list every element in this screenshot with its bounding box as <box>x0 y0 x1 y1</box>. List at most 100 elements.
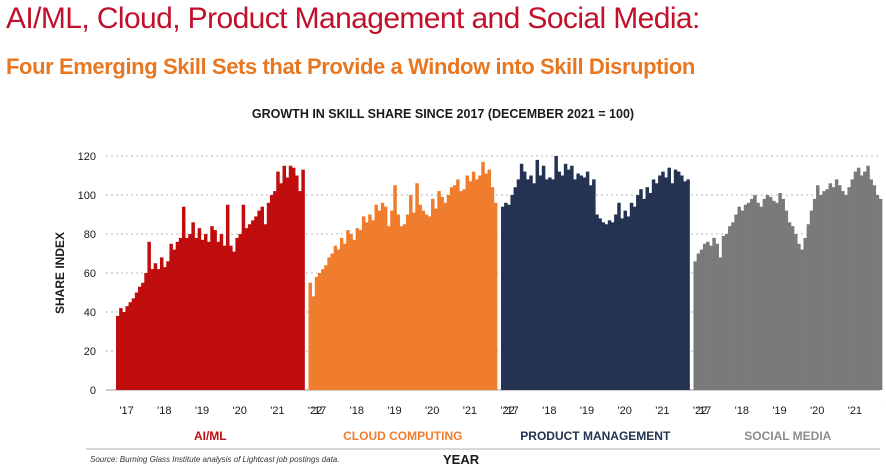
bar <box>551 179 555 390</box>
bar <box>156 269 161 390</box>
bar <box>737 206 741 390</box>
y-tick-label: 120 <box>78 151 96 163</box>
bar <box>427 216 432 390</box>
bar <box>222 245 227 390</box>
bar <box>225 204 230 390</box>
bar <box>399 226 404 390</box>
bar <box>728 226 732 390</box>
bar <box>806 224 811 390</box>
bar <box>787 222 792 390</box>
bar <box>718 257 723 390</box>
x-tick-label: '19 <box>580 405 594 417</box>
bar <box>412 212 416 390</box>
bar <box>153 263 158 390</box>
bar <box>721 235 726 390</box>
bar <box>579 175 584 390</box>
bar <box>617 202 621 390</box>
x-tick-label: '20 <box>810 405 824 417</box>
bar <box>273 191 277 390</box>
bar <box>346 230 350 390</box>
page-title: AI/ML, Cloud, Product Management and Soc… <box>6 2 700 35</box>
bar <box>548 177 552 390</box>
bar <box>825 189 829 390</box>
bar <box>592 179 596 390</box>
y-tick-label: 80 <box>84 229 96 241</box>
bar <box>207 241 211 390</box>
bar <box>648 193 653 390</box>
bar <box>465 175 470 390</box>
bar <box>620 218 624 390</box>
bar <box>541 165 546 390</box>
bar <box>532 183 536 390</box>
bar <box>279 183 283 390</box>
bar <box>380 202 385 390</box>
bar <box>743 204 748 390</box>
x-tick-label: '18 <box>350 405 364 417</box>
page-subtitle: Four Emerging Skill Sets that Provide a … <box>6 54 695 79</box>
bar <box>529 175 533 390</box>
x-tick-label: '17 <box>504 405 518 417</box>
bar <box>844 195 848 390</box>
bar <box>544 179 549 390</box>
bar <box>343 243 347 390</box>
bar <box>308 282 312 390</box>
y-tick-label: 20 <box>84 346 96 358</box>
bar <box>765 195 770 390</box>
y-tick-label: 0 <box>90 385 96 397</box>
x-tick-label: '22 <box>308 405 322 417</box>
bar <box>166 261 170 390</box>
bar <box>324 265 328 390</box>
bar <box>475 179 479 390</box>
bar <box>453 185 457 390</box>
bar <box>673 169 678 390</box>
bar <box>850 179 855 390</box>
bar <box>746 202 751 390</box>
bar <box>175 241 180 390</box>
bar <box>570 165 574 390</box>
bar <box>203 234 208 390</box>
bar <box>188 234 192 390</box>
bar <box>731 222 735 390</box>
bar <box>670 183 675 390</box>
bar <box>501 206 505 390</box>
bar <box>645 187 650 390</box>
x-tick-label: '18 <box>542 405 556 417</box>
bar <box>803 237 807 390</box>
bar <box>878 198 883 390</box>
bar <box>383 206 388 390</box>
bar <box>257 210 261 390</box>
bar <box>636 195 640 390</box>
x-tick-label: '21 <box>655 405 669 417</box>
bar <box>872 185 877 390</box>
bar <box>393 185 397 390</box>
bar <box>456 179 460 390</box>
bar <box>686 179 690 390</box>
bar <box>247 224 252 390</box>
bar <box>471 171 476 390</box>
bar <box>693 261 697 390</box>
bar <box>712 237 716 390</box>
bar <box>658 175 662 390</box>
bar <box>285 177 290 390</box>
bar <box>163 267 167 390</box>
panel-label: SOCIAL MEDIA <box>744 429 831 443</box>
bar <box>449 187 454 390</box>
source-note: Source: Burning Glass Institute analysis… <box>90 455 340 464</box>
bar <box>295 175 299 390</box>
bar <box>374 204 378 390</box>
bar <box>387 226 391 390</box>
bar <box>232 251 236 390</box>
bar <box>434 208 438 390</box>
panel-label: PRODUCT MANAGEMENT <box>520 429 671 443</box>
bar <box>119 308 123 390</box>
bar <box>566 169 571 390</box>
x-tick-label: '19 <box>387 405 401 417</box>
bar <box>128 302 133 390</box>
bar <box>368 214 372 390</box>
bar <box>487 169 492 390</box>
bar <box>601 222 606 390</box>
panel-label: CLOUD COMPUTING <box>343 429 462 443</box>
x-tick-label: '21 <box>848 405 862 417</box>
bar <box>251 220 255 390</box>
bar <box>772 200 776 390</box>
